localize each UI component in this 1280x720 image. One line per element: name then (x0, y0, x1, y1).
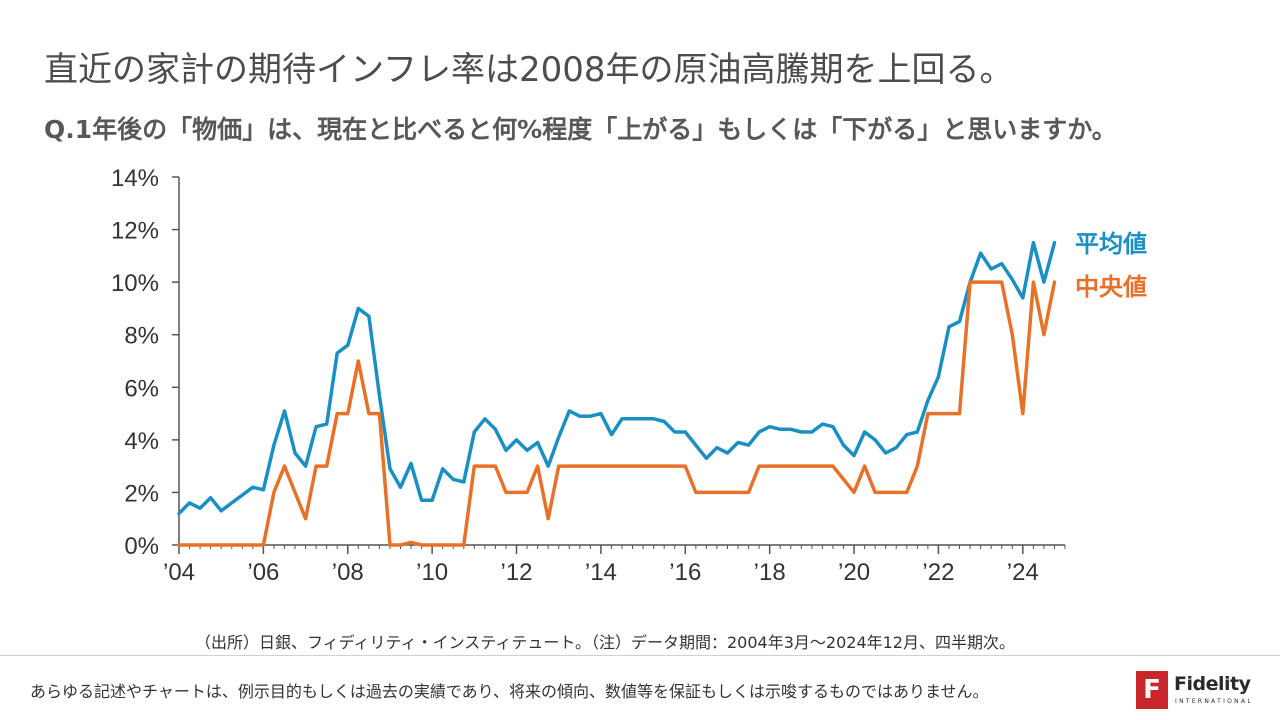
x-tick-label: ’24 (1007, 559, 1039, 586)
x-tick-label: ’18 (754, 559, 786, 586)
footer-divider (0, 655, 1280, 656)
y-tick-label: 14% (111, 165, 159, 192)
y-tick-label: 4% (124, 428, 159, 455)
series-label-median: 中央値 (1075, 274, 1147, 301)
y-tick-label: 8% (124, 323, 159, 350)
x-tick-label: ’06 (247, 559, 279, 586)
series-line-median (177, 280, 1057, 547)
chart-subtitle: Q.1年後の「物価」は、現在と比べると何%程度「上がる」もしくは「下がる」と思い… (44, 115, 1117, 144)
disclaimer-text: あらゆる記述やチャートは、例示目的もしくは過去の実績であり、将来の傾向、数値等を… (30, 682, 989, 701)
fidelity-logo-mark: F (1136, 671, 1168, 709)
x-tick-label: ’16 (669, 559, 701, 586)
line-chart: 0% 2% 4% 6% 8% 10% 12% 14% ’04 ’06 ’08 ’10 ’12 ’14 ’1… (111, 165, 1147, 586)
x-tick-label: ’14 (585, 559, 617, 586)
fidelity-logo: F Fidelity INTERNATIONAL (1136, 671, 1260, 709)
plot-area (177, 240, 1057, 547)
x-axis: ’04 ’06 ’08 ’10 ’12 ’14 ’16 ’18 ’20 ’22 ’24 (163, 545, 1066, 586)
x-tick-label: ’22 (922, 559, 954, 586)
fidelity-logo-wordmark: Fidelity (1174, 673, 1251, 695)
y-axis: 0% 2% 4% 6% 8% 10% 12% 14% (111, 165, 179, 560)
series-label-mean: 平均値 (1075, 230, 1147, 258)
x-tick-label: ’08 (332, 559, 364, 586)
fidelity-logo-subtitle: INTERNATIONAL (1175, 698, 1254, 705)
series-line-mean (177, 240, 1057, 516)
y-tick-label: 10% (111, 270, 159, 297)
y-tick-label: 6% (124, 375, 159, 402)
x-tick-label: ’12 (501, 559, 533, 586)
y-tick-label: 2% (124, 480, 159, 507)
x-tick-label: ’10 (416, 559, 448, 586)
x-tick-label: ’20 (838, 559, 870, 586)
source-note: （出所）日銀、フィディリティ・インスティテュート。（注）データ期間：2004年3… (195, 633, 1015, 652)
y-tick-label: 12% (111, 218, 159, 245)
y-tick-label: 0% (124, 533, 159, 560)
x-tick-label: ’04 (163, 559, 195, 586)
chart-title: 直近の家計の期待インフレ率は2008年の原油高騰期を上回る。 (44, 50, 1014, 90)
